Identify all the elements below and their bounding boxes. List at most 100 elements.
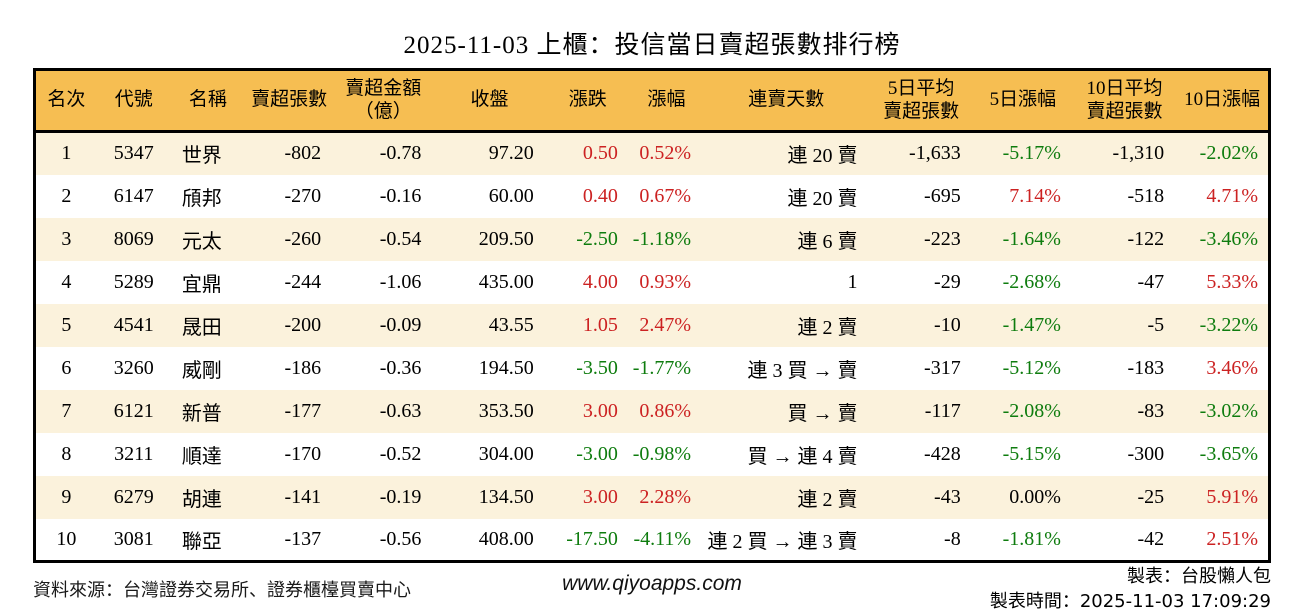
cell-name: 威剛 bbox=[181, 359, 222, 382]
cell-code: 6121 bbox=[113, 399, 154, 422]
cell-code: 6147 bbox=[113, 184, 154, 207]
cell-pct5: -2.68% bbox=[1002, 270, 1061, 293]
cell-change-pct: -1.18% bbox=[632, 227, 692, 250]
cell-change: -2.50 bbox=[576, 227, 618, 250]
cell-change-pct: 0.67% bbox=[639, 184, 692, 207]
cell-avg5: -223 bbox=[924, 227, 961, 250]
cell-change: -3.50 bbox=[576, 356, 618, 379]
cell-pct10: 2.51% bbox=[1206, 527, 1258, 550]
website-link: www.qiyoapps.com bbox=[562, 572, 742, 595]
column-header-close: 收盤 bbox=[433, 69, 546, 133]
cell-code: 3260 bbox=[113, 356, 154, 379]
cell-sell-volume: -186 bbox=[284, 356, 322, 379]
cell-change: -17.50 bbox=[566, 527, 618, 550]
column-header-name: 名稱 bbox=[170, 69, 245, 133]
cell-pct5: 0.00% bbox=[1009, 485, 1061, 508]
column-header-avg5: 5日平均 賣超張數 bbox=[869, 69, 973, 133]
cell-sell-volume: -200 bbox=[284, 313, 322, 336]
cell-pct10: 3.46% bbox=[1206, 356, 1258, 379]
column-header-rank: 名次 bbox=[34, 69, 97, 133]
cell-rank: 5 bbox=[61, 313, 72, 336]
cell-close: 97.20 bbox=[488, 142, 534, 165]
cell-pct5: -5.12% bbox=[1002, 356, 1061, 379]
cell-code: 3081 bbox=[113, 527, 154, 550]
cell-sell-amount: -0.19 bbox=[379, 485, 422, 508]
cell-change: 3.00 bbox=[582, 399, 618, 422]
cell-streak: 連 20 賣 bbox=[787, 145, 858, 168]
table-row: 6 3260 威剛 -186 -0.36 194.50 -3.50 -1.77% 連 3 買 →… bbox=[34, 346, 1270, 390]
cell-streak: 買 → 賣 bbox=[787, 402, 858, 425]
table-row: 9 6279 胡連 -141 -0.19 134.50 3.00 2.28% 連 2 賣 -43 0… bbox=[34, 475, 1270, 519]
column-header-sell-streak: 連賣天數 bbox=[703, 69, 870, 133]
column-header-avg10: 10日平均 賣超張數 bbox=[1072, 69, 1177, 133]
cell-close: 435.00 bbox=[478, 270, 534, 293]
cell-rank: 7 bbox=[61, 399, 72, 422]
cell-pct10: -3.46% bbox=[1199, 227, 1258, 250]
cell-change: 3.00 bbox=[582, 485, 618, 508]
cell-avg10: -122 bbox=[1127, 227, 1165, 250]
table-body: 1 5347 世界 -802 -0.78 97.20 0.50 0.52% 連 20 賣 -1,6… bbox=[34, 131, 1270, 562]
cell-change-pct: -4.11% bbox=[633, 527, 692, 550]
cell-rank: 2 bbox=[61, 184, 72, 207]
table-row: 5 4541 晟田 -200 -0.09 43.55 1.05 2.47% 連 2 賣 -10 -1… bbox=[34, 303, 1270, 347]
cell-avg5: -317 bbox=[924, 356, 961, 379]
cell-sell-amount: -0.36 bbox=[379, 356, 422, 379]
cell-change: 0.40 bbox=[582, 184, 618, 207]
cell-close: 353.50 bbox=[478, 399, 534, 422]
cell-avg10: -83 bbox=[1137, 399, 1165, 422]
cell-change: 4.00 bbox=[582, 270, 618, 293]
cell-code: 5289 bbox=[113, 270, 154, 293]
cell-avg5: -8 bbox=[944, 527, 961, 550]
cell-name: 胡連 bbox=[181, 488, 222, 511]
column-header-sell-amount: 賣超金額 （億） bbox=[333, 69, 434, 133]
cell-name: 新普 bbox=[181, 402, 222, 425]
table-row: 2 6147 頎邦 -270 -0.16 60.00 0.40 0.67% 連 20 賣 -695… bbox=[34, 174, 1270, 218]
column-header-sell-volume: 賣超張數 bbox=[244, 69, 334, 133]
cell-rank: 3 bbox=[61, 227, 72, 250]
cell-pct5: -5.15% bbox=[1002, 442, 1061, 465]
cell-streak: 連 2 賣 bbox=[797, 488, 858, 511]
cell-avg5: -117 bbox=[924, 399, 961, 422]
data-source-note: 資料來源：台灣證券交易所、證券櫃檯買賣中心 bbox=[33, 580, 411, 600]
cell-pct5: 7.14% bbox=[1009, 184, 1061, 207]
cell-change-pct: -1.77% bbox=[632, 356, 692, 379]
cell-name: 世界 bbox=[181, 145, 222, 168]
cell-sell-volume: -137 bbox=[284, 527, 322, 550]
cell-rank: 10 bbox=[56, 527, 77, 550]
cell-sell-amount: -0.56 bbox=[379, 527, 422, 550]
cell-streak: 連 2 賣 bbox=[797, 316, 858, 339]
cell-pct5: -2.08% bbox=[1002, 399, 1061, 422]
cell-code: 8069 bbox=[113, 227, 154, 250]
cell-avg10: -42 bbox=[1137, 527, 1165, 550]
net-sell-ranking-table: 名次 代號 名稱 賣超張數 賣超金額 （億） 收盤 漲跌 漲幅 連賣天數 5日平… bbox=[33, 68, 1271, 563]
cell-close: 209.50 bbox=[478, 227, 534, 250]
cell-sell-amount: -0.16 bbox=[379, 184, 422, 207]
column-header-change: 漲跌 bbox=[545, 69, 630, 133]
cell-pct10: -3.22% bbox=[1199, 313, 1258, 336]
table-row: 1 5347 世界 -802 -0.78 97.20 0.50 0.52% 連 20 賣 -1,6… bbox=[34, 131, 1270, 175]
cell-rank: 9 bbox=[61, 485, 72, 508]
cell-avg10: -25 bbox=[1137, 485, 1165, 508]
cell-rank: 6 bbox=[61, 356, 72, 379]
cell-pct10: -3.65% bbox=[1199, 442, 1258, 465]
cell-change: 0.50 bbox=[582, 142, 618, 165]
cell-change-pct: 2.47% bbox=[639, 313, 692, 336]
cell-name: 晟田 bbox=[181, 316, 222, 339]
table-row: 8 3211 順達 -170 -0.52 304.00 -3.00 -0.98% 買 → 連 4… bbox=[34, 432, 1270, 476]
cell-avg10: -1,310 bbox=[1112, 142, 1165, 165]
column-header-change-pct: 漲幅 bbox=[629, 69, 704, 133]
cell-change: -3.00 bbox=[576, 442, 618, 465]
page-title: 2025-11-03 上櫃：投信當日賣超張數排行榜 bbox=[403, 32, 901, 59]
cell-sell-amount: -0.78 bbox=[379, 142, 422, 165]
cell-sell-volume: -260 bbox=[284, 227, 322, 250]
cell-rank: 8 bbox=[61, 442, 72, 465]
cell-sell-volume: -270 bbox=[284, 184, 322, 207]
cell-pct5: -5.17% bbox=[1002, 142, 1061, 165]
cell-name: 宜鼎 bbox=[181, 273, 222, 296]
cell-sell-amount: -0.52 bbox=[379, 442, 422, 465]
cell-pct5: -1.81% bbox=[1002, 527, 1061, 550]
cell-avg5: -43 bbox=[934, 485, 961, 508]
cell-code: 4541 bbox=[113, 313, 154, 336]
cell-rank: 1 bbox=[61, 142, 72, 165]
cell-change-pct: 0.93% bbox=[639, 270, 692, 293]
